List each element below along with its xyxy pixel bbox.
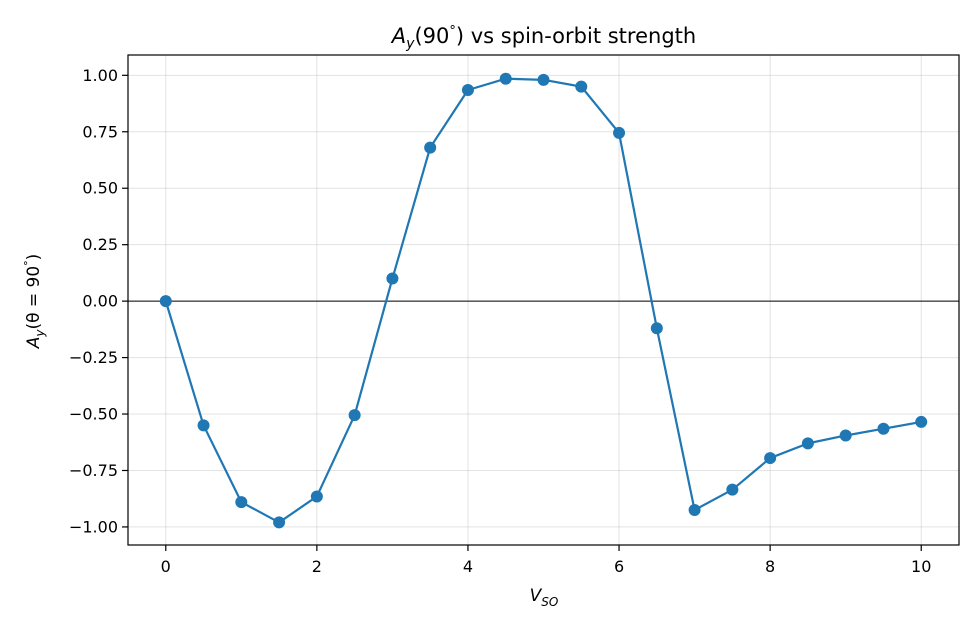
- data-point: [764, 452, 777, 465]
- data-point: [650, 322, 663, 335]
- y-tick-label: −1.00: [69, 517, 118, 536]
- chart-title: Ay(90°) vs spin-orbit strength: [390, 24, 696, 52]
- data-point: [801, 437, 814, 450]
- y-axis-label-angle: (θ = 90: [24, 266, 44, 330]
- y-axis-ticks: −1.00 −0.75 −0.50 −0.25 0.00 0.25 0.50 0.75 1.00: [69, 66, 128, 536]
- y-tick-label: 1.00: [82, 66, 118, 85]
- x-axis-label-subscript: SO: [541, 595, 558, 609]
- y-tick-label: 0.75: [82, 122, 118, 141]
- y-tick-label: 0.50: [82, 179, 118, 198]
- title-symbol: A: [390, 24, 406, 48]
- data-point: [613, 126, 626, 139]
- data-point: [348, 409, 361, 422]
- x-tick-label: 2: [312, 557, 322, 576]
- title-subscript: y: [405, 36, 415, 52]
- data-point: [575, 80, 588, 93]
- x-axis-label: VSO: [530, 586, 559, 609]
- y-axis-label-close: ): [24, 254, 44, 261]
- data-point: [424, 141, 437, 154]
- x-axis-ticks: 0 2 4 6 8 10: [161, 545, 931, 576]
- data-point: [688, 504, 701, 516]
- y-tick-label: 0.00: [82, 292, 118, 311]
- x-tick-label: 10: [911, 557, 931, 576]
- y-axis-label: Ay(θ = 90°): [22, 254, 47, 350]
- x-tick-label: 6: [614, 557, 624, 576]
- data-point: [386, 272, 399, 285]
- data-point: [461, 84, 474, 96]
- data-point: [235, 496, 248, 509]
- x-tick-label: 0: [161, 557, 171, 576]
- data-point: [726, 483, 739, 496]
- x-axis-label-symbol: V: [530, 586, 543, 606]
- y-tick-label: −0.50: [69, 405, 118, 424]
- data-point: [499, 72, 512, 85]
- title-degree: °: [449, 24, 456, 39]
- y-axis-label-degree: °: [22, 260, 35, 266]
- y-tick-label: 0.25: [82, 235, 118, 254]
- data-point: [537, 73, 550, 86]
- data-point: [839, 429, 852, 442]
- title-rest: ) vs spin-orbit strength: [456, 24, 696, 48]
- data-point: [915, 415, 928, 428]
- plot-frame: [127, 54, 960, 546]
- grid-layer: [128, 55, 959, 545]
- x-tick-label: 8: [765, 557, 775, 576]
- series-line: [164, 77, 922, 524]
- data-point: [877, 422, 890, 435]
- data-point: [197, 419, 210, 432]
- data-point: [310, 490, 323, 503]
- y-tick-label: −0.25: [69, 348, 118, 367]
- x-tick-label: 4: [463, 557, 473, 576]
- y-axis-label-subscript: y: [33, 329, 47, 338]
- title-angle: (90: [414, 24, 449, 48]
- series-layer: [159, 72, 928, 529]
- data-point: [273, 516, 286, 529]
- data-point: [159, 295, 172, 308]
- y-axis-label-symbol: A: [24, 337, 44, 350]
- y-tick-label: −0.75: [69, 461, 118, 480]
